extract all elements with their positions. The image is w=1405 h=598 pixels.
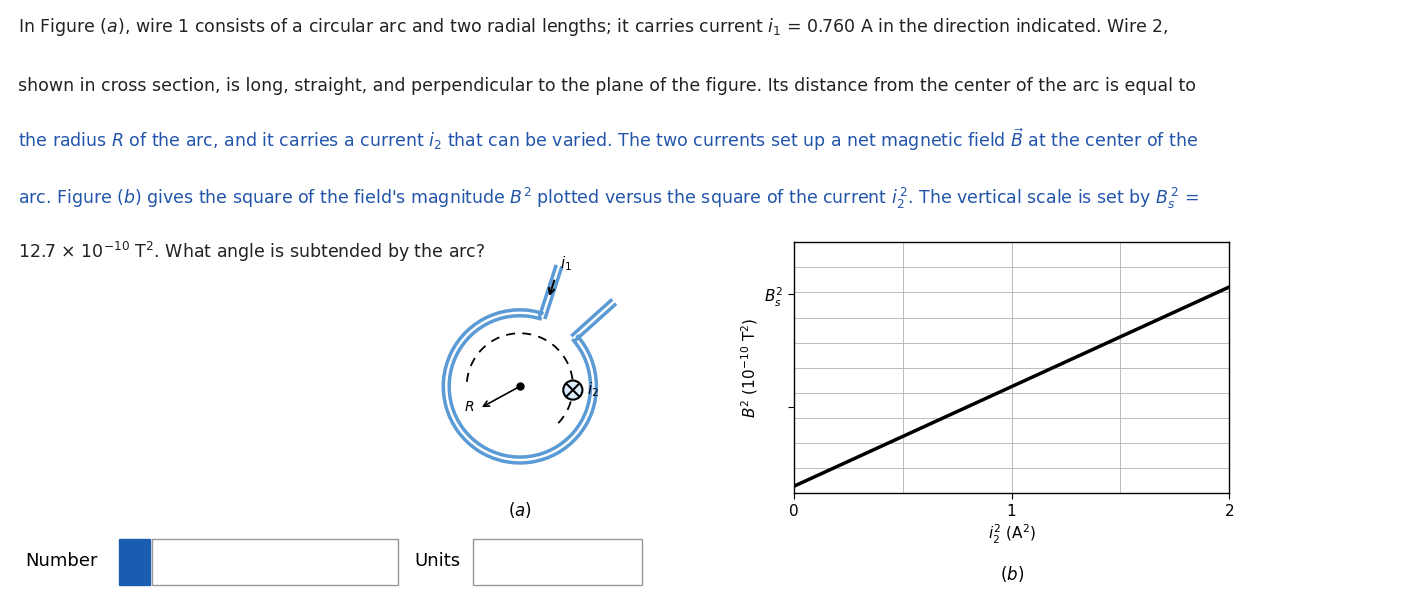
Text: $i_2$: $i_2$ [587,380,599,399]
Y-axis label: $B^2\ \mathregular{(10^{-10}\ T^2)}$: $B^2\ \mathregular{(10^{-10}\ T^2)}$ [739,318,760,418]
Text: 12.7 $\times$ 10$^{-10}$ T$^2$. What angle is subtended by the arc?: 12.7 $\times$ 10$^{-10}$ T$^2$. What ang… [18,240,485,264]
Text: arc. Figure ($b$) gives the square of the field's magnitude $B^2$ plotted versus: arc. Figure ($b$) gives the square of th… [18,186,1200,211]
Text: i: i [132,553,138,571]
Text: In Figure ($a$), wire 1 consists of a circular arc and two radial lengths; it ca: In Figure ($a$), wire 1 consists of a ci… [18,16,1169,38]
Text: the radius $R$ of the arc, and it carries a current $i_2$ that can be varied. Th: the radius $R$ of the arc, and it carrie… [18,127,1198,153]
Text: shown in cross section, is long, straight, and perpendicular to the plane of the: shown in cross section, is long, straigh… [18,77,1196,96]
Circle shape [563,380,583,399]
FancyBboxPatch shape [473,539,642,585]
Text: $R$: $R$ [464,400,475,414]
FancyBboxPatch shape [119,539,150,585]
Text: $(b)$: $(b)$ [999,564,1024,584]
Text: ∨: ∨ [627,553,638,571]
FancyBboxPatch shape [152,539,398,585]
Text: $(a)$: $(a)$ [509,501,531,520]
Text: Number: Number [25,552,98,570]
Text: Units: Units [414,552,461,570]
X-axis label: $i_2^2\ \mathregular{(A^2)}$: $i_2^2\ \mathregular{(A^2)}$ [988,523,1035,546]
Text: $i_1$: $i_1$ [561,254,572,273]
